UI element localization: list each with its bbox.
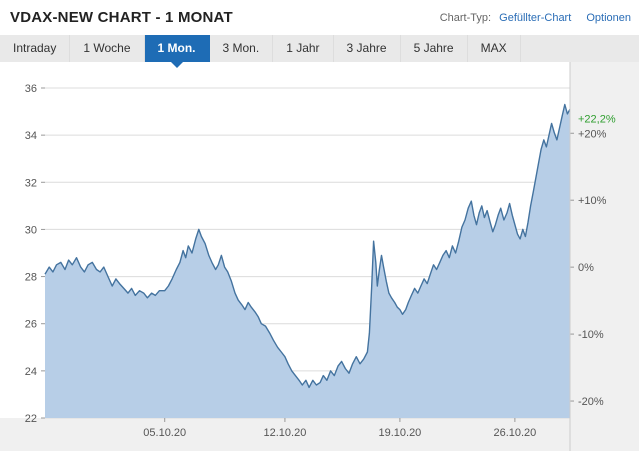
y-axis-right-label: -20%	[578, 396, 604, 408]
range-tabs: Intraday 1 Woche 1 Mon. 3 Mon. 1 Jahr 3 Jahre…	[0, 35, 639, 68]
page-title: VDAX-NEW CHART - 1 MONAT	[10, 9, 233, 26]
chart-type-controls: Chart-Typ: Gefüllter-Chart Optionen	[440, 12, 631, 24]
price-chart-svg: 36 34 32 30 28 26 24 22 +20% +10% 0% -10% -20% +22,2%…	[0, 62, 639, 451]
y-axis-left-label: 36	[25, 83, 37, 95]
tab-3-jahre[interactable]: 3 Jahre	[334, 35, 401, 62]
chart-type-link[interactable]: Gefüllter-Chart	[499, 11, 572, 24]
tab-label: 5 Jahre	[413, 41, 454, 55]
series-line	[44, 103, 571, 389]
tab-label: 3 Mon.	[222, 41, 260, 55]
tab-5-jahre[interactable]: 5 Jahre	[401, 35, 468, 62]
chart-header: VDAX-NEW CHART - 1 MONAT Chart-Typ: Gefü…	[0, 0, 639, 35]
x-axis-label: 12.10.20	[264, 427, 307, 439]
tab-max[interactable]: MAX	[468, 35, 521, 62]
right-axis-band	[570, 62, 639, 451]
series-area	[45, 104, 570, 418]
tab-label: 3 Jahre	[346, 41, 387, 55]
x-axis-label: 05.10.20	[143, 427, 186, 439]
y-axis-right-label: 0%	[578, 262, 594, 274]
options-link[interactable]: Optionen	[586, 11, 631, 24]
y-axis-left-label: 34	[25, 130, 37, 142]
tab-1-woche[interactable]: 1 Woche	[70, 35, 145, 62]
tab-label: 1 Mon.	[157, 41, 196, 55]
tab-1-jahr[interactable]: 1 Jahr	[273, 35, 334, 62]
tab-intraday[interactable]: Intraday	[0, 35, 71, 62]
y-axis-right-label: +10%	[578, 195, 607, 207]
bottom-axis-band	[0, 418, 639, 451]
y-axis-left-label: 28	[25, 272, 37, 284]
tab-1-mon[interactable]: 1 Mon.	[144, 35, 210, 68]
tab-3-mon[interactable]: 3 Mon.	[210, 35, 274, 62]
tab-label: MAX	[480, 41, 507, 55]
y-axis-left-label: 22	[25, 413, 37, 425]
active-tab-pointer-icon	[170, 62, 183, 68]
tab-label: Intraday	[13, 41, 57, 55]
y-axis-right-label: -10%	[578, 329, 604, 341]
y-axis-right-label: +20%	[578, 128, 607, 140]
y-axis-left-label: 24	[25, 366, 37, 378]
last-change-label: +22,2%	[578, 114, 616, 126]
x-axis-label: 26.10.20	[493, 427, 536, 439]
tab-label: 1 Jahr	[286, 41, 320, 55]
x-axis-label: 19.10.20	[378, 427, 421, 439]
chart-type-label: Chart-Typ:	[439, 11, 492, 24]
y-axis-left-label: 26	[25, 319, 37, 331]
y-axis-left-label: 30	[25, 224, 37, 236]
tab-label: 1 Woche	[83, 41, 131, 55]
y-axis-left-label: 32	[25, 177, 37, 189]
